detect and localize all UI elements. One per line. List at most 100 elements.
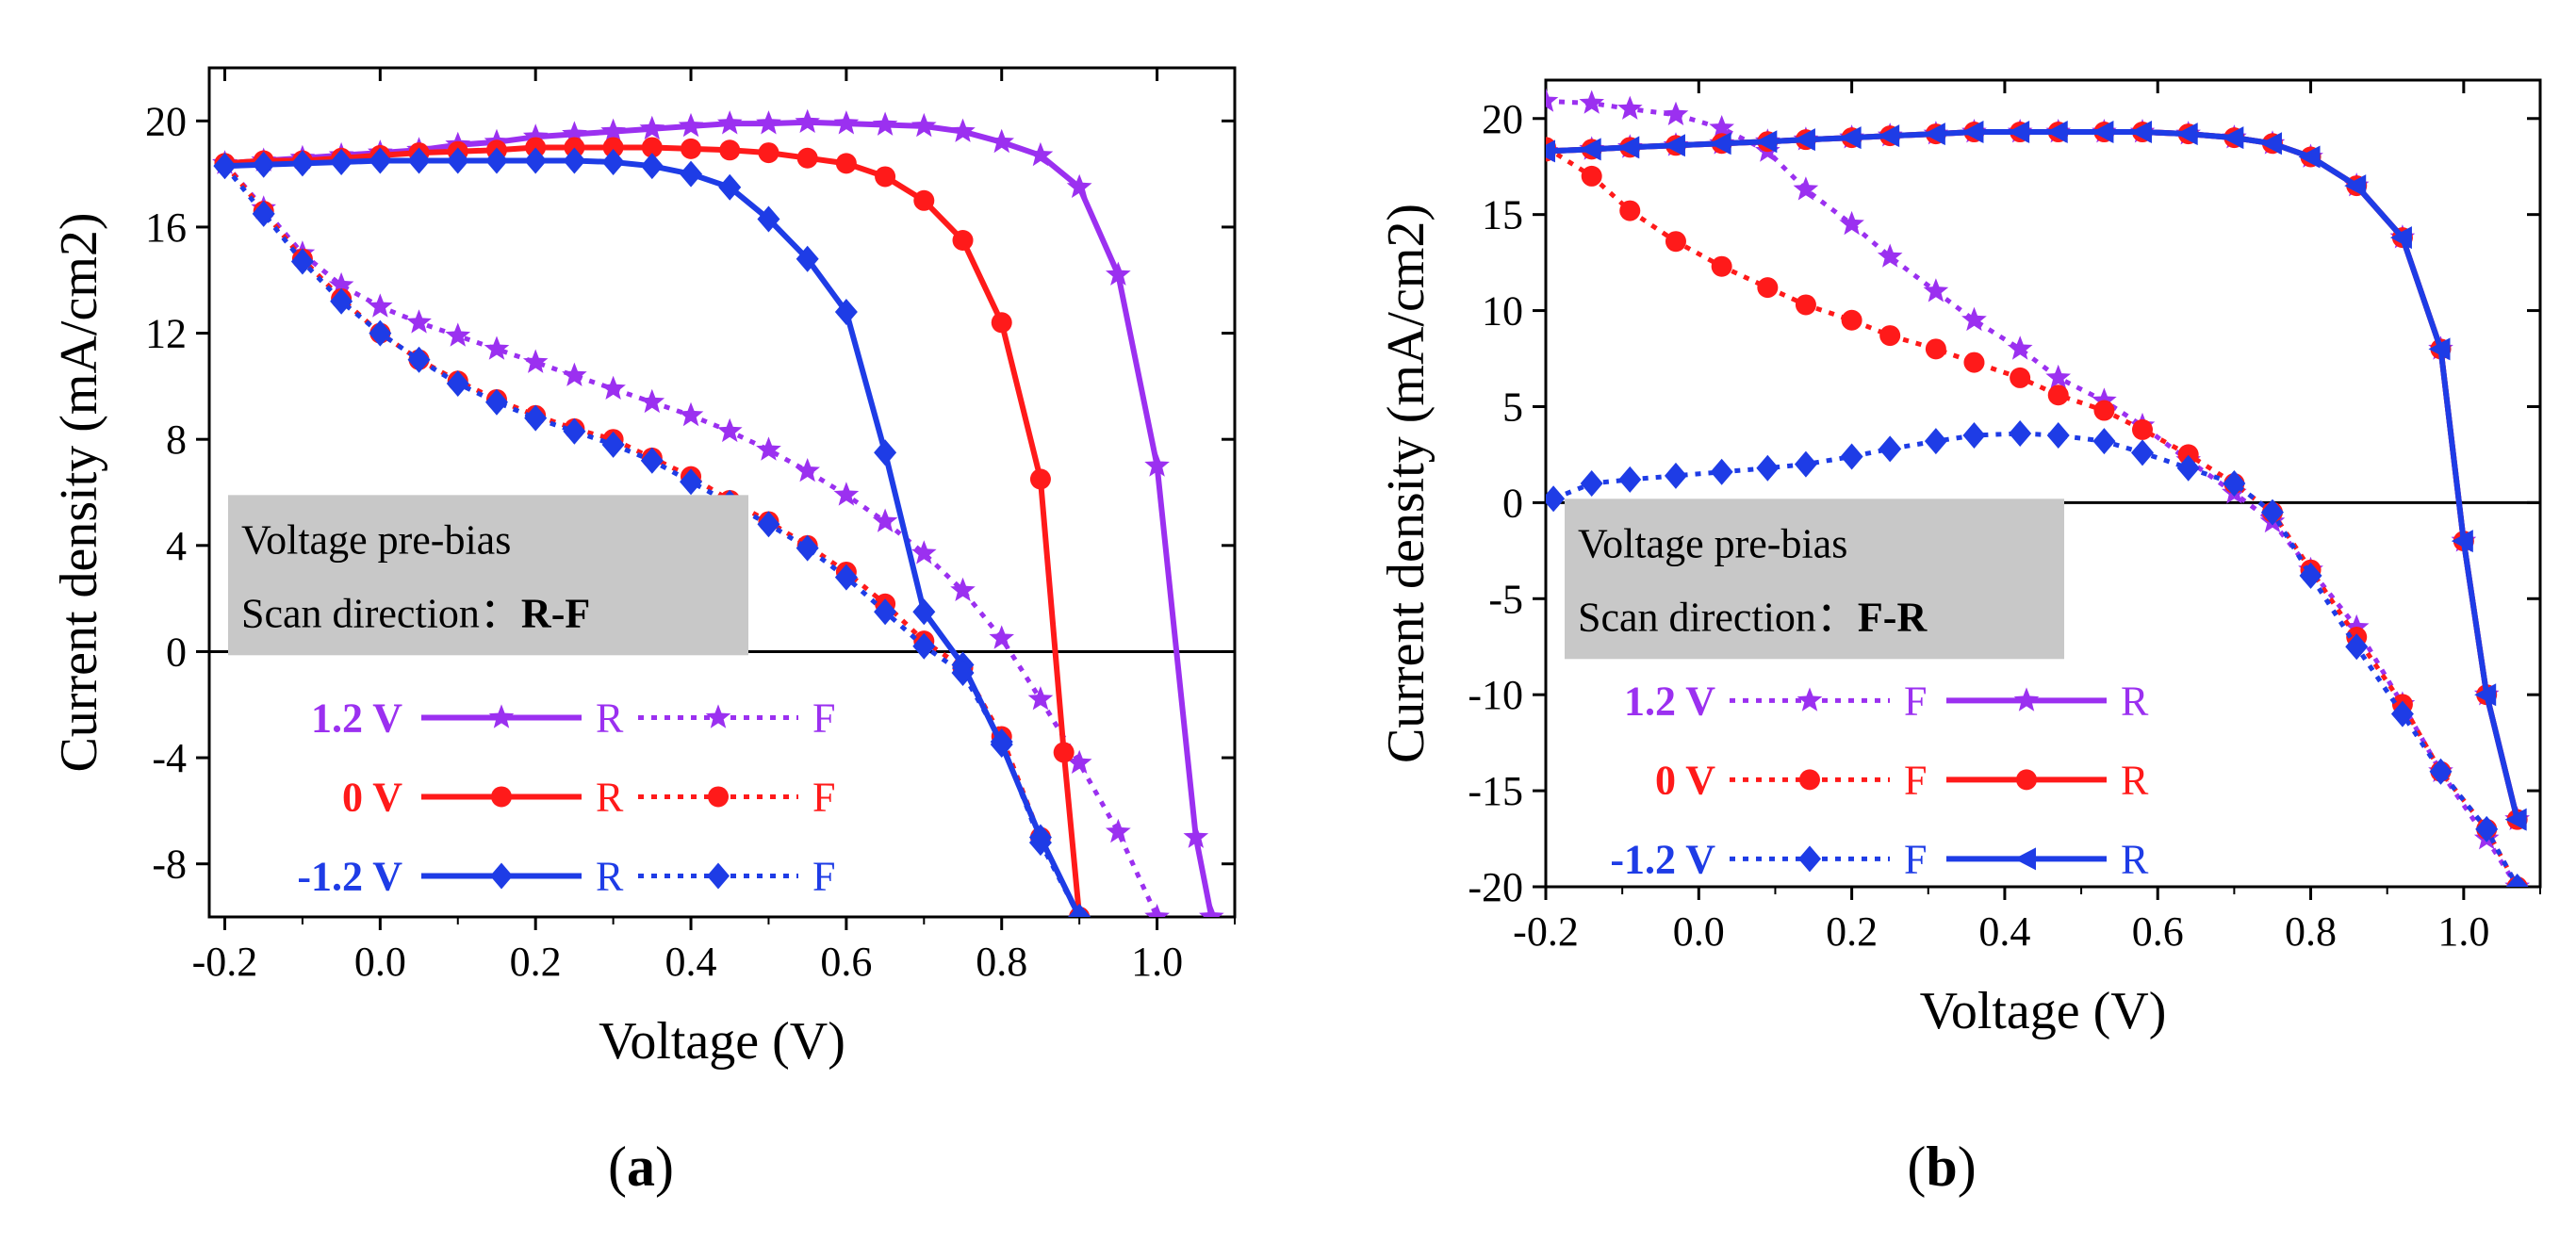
legend-second-label: F [812,695,835,741]
x-tick-label: 0.2 [1826,908,1878,955]
data-point [1546,88,1559,112]
y-tick-label: 0 [166,629,187,675]
data-point [875,166,896,188]
y-tick-label: -20 [1468,864,1523,910]
legend-bias-label: 0 V [1655,757,1715,803]
data-point [484,388,508,416]
data-point [1839,210,1864,236]
data-point [252,151,275,178]
legend-marker [1797,687,1823,711]
data-point [833,110,860,135]
x-tick-label: 1.0 [1131,939,1183,985]
x-axis-label: Voltage (V) [1920,982,2167,1040]
data-point [330,287,353,315]
legend-second-label: F [812,853,835,899]
legend-first-label: R [596,774,624,820]
data-point [2389,226,2412,250]
data-point [562,121,587,145]
data-point [719,139,741,161]
data-point [406,309,432,334]
data-point [328,271,354,297]
data-point [1756,454,1780,482]
data-point [563,147,586,174]
y-tick-label: 4 [166,523,187,569]
data-point [1963,352,1985,373]
data-point [1923,123,1945,146]
data-point [1879,325,1901,347]
scan-direction-prefix: Scan direction： [1578,594,1858,640]
x-tick-label: 0.2 [510,939,562,985]
data-point [1793,176,1819,201]
data-point [2176,454,2200,482]
data-point [524,404,548,432]
data-point [2130,121,2152,144]
x-tick-label: 0.0 [1673,908,1725,955]
panel-letter: b [1926,1136,1957,1198]
data-point [1663,134,1685,157]
x-tick-label: 0.6 [2132,908,2184,955]
data-point [445,322,471,347]
data-point [1579,90,1604,114]
y-tick-label: 15 [1482,192,1523,238]
data-point [1106,818,1131,843]
data-point [522,123,549,148]
scan-direction-value: R-F [521,590,590,636]
data-point [2299,562,2322,589]
data-point [639,388,665,414]
data-point [640,447,664,474]
y-tick-label: -10 [1468,672,1523,718]
data-point [756,110,781,135]
scan-direction-prefix: Scan direction： [241,590,521,636]
y-tick-label: 8 [166,417,187,463]
data-point [1581,165,1602,187]
data-point [680,468,703,496]
data-point [601,431,625,458]
data-point [600,375,626,400]
chart-panel-b: -0.2 0.0 0.2 0.4 0.6 0.8 1.0 -20 -15 -10 -5 0 5 10 15 2… [1377,78,2542,1198]
data-point [2222,126,2244,150]
data-point [600,118,626,142]
data-point [1546,139,1555,163]
legend-bias-label: -1.2 V [1610,836,1715,882]
data-point [796,534,819,562]
legend-marker [707,862,730,890]
data-point [1839,126,1862,150]
data-point [2007,335,2033,360]
data-point [912,598,936,626]
y-axis-label: Current density (mA/cm2) [1377,204,1436,763]
legend-marker [2014,847,2036,871]
data-point [330,148,353,175]
data-point [2345,633,2369,661]
data-point [1879,435,1902,463]
legend: 1.2 V R F 0 V R F -1.2 V R F [297,695,835,899]
data-point [2046,422,2070,450]
data-point [1618,466,1642,493]
data-point [1664,462,1687,489]
series-line [1552,431,2519,887]
data-point [1546,485,1566,513]
data-point [1144,452,1170,477]
legend-marker [2016,769,2037,791]
data-point [2009,420,2032,448]
data-point [950,118,976,142]
data-point [2092,121,2114,144]
data-point [2175,123,2198,146]
data-point [874,439,897,466]
data-point [1053,742,1075,763]
data-point [1106,261,1131,286]
data-point [407,346,431,373]
data-point [1711,255,1732,277]
data-point [757,511,780,538]
y-tick-label: 20 [1482,96,1523,142]
data-point [872,111,898,136]
info-box-line1: Voltage pre-bias [1578,520,1847,566]
legend-second-label: R [2121,836,2149,882]
data-point [1961,306,1987,332]
data-point [2390,700,2414,728]
data-point [989,128,1014,154]
data-point [562,362,587,386]
data-point [990,728,1013,756]
info-box [228,495,748,656]
data-point [2045,121,2068,144]
data-point [2260,499,2284,526]
